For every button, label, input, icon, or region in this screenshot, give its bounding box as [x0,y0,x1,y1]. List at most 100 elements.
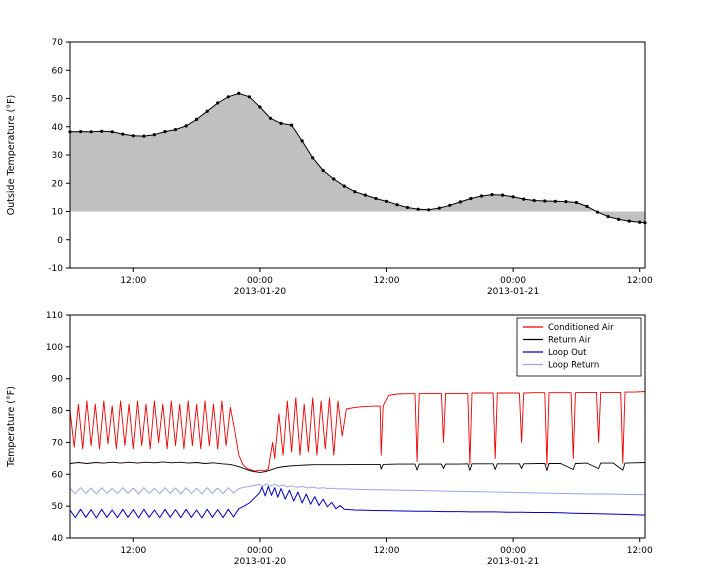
data-point-marker [152,133,156,137]
y-tick-label: 50 [52,502,64,512]
legend-label-loop-out: Loop Out [548,348,587,358]
y-tick-label: 70 [52,38,64,48]
data-point-marker [184,124,188,128]
data-point-marker [300,139,304,143]
data-point-marker [427,208,431,212]
y-tick-label: -10 [48,264,63,274]
x-tick-label: 12:00 [374,546,400,556]
data-point-marker [585,204,589,208]
series-conditioned-air [69,391,646,472]
data-point-marker [142,134,146,138]
series-loop-out [69,485,646,519]
x-tick-label: 00:00 [500,276,526,286]
x-tick-label: 12:00 [120,546,146,556]
data-point-marker [311,156,315,160]
data-point-marker [384,199,389,203]
data-point-marker [121,132,125,136]
data-point-marker [374,196,378,201]
outside-temperature-area-fill [70,93,645,223]
y-tick-label: 20 [52,179,64,189]
data-point-marker [564,200,568,204]
data-point-marker [226,95,230,99]
y-tick-label: 50 [52,95,64,105]
data-point-marker [163,130,167,134]
y-tick-label: 70 [52,438,64,448]
data-point-marker [173,128,178,132]
x-date-label: 2013-01-20 [234,287,287,297]
data-point-marker [437,206,441,210]
data-point-marker [395,203,399,207]
data-point-marker [205,109,209,113]
data-point-marker [247,95,251,99]
data-point-marker [131,134,135,138]
data-point-marker [416,207,420,211]
data-point-marker [490,193,494,197]
data-point-marker [321,168,325,173]
data-point-marker [258,105,262,109]
data-point-marker [574,200,579,205]
data-point-marker [522,197,526,201]
y-tick-label: 60 [52,66,64,76]
x-tick-label: 12:00 [120,276,146,286]
data-point-marker [79,130,83,134]
plot-frame [69,314,646,539]
series-return-air [69,461,646,473]
legend: Conditioned Air Return Air Loop Out Loop Re… [516,317,642,377]
y-tick-label: 0 [57,236,63,246]
data-point-marker [511,195,515,199]
plot-frame [69,41,646,269]
data-point-marker [237,91,241,95]
x-tick-label: 12:00 [627,546,653,556]
legend-label-loop-return: Loop Return [548,361,599,371]
y-tick-label: 110 [46,311,63,321]
data-point-marker [595,210,600,214]
data-point-marker [458,200,462,204]
data-point-marker [543,199,547,203]
data-point-marker [110,130,114,134]
x-tick-label: 00:00 [247,276,273,286]
data-point-marker [617,217,621,221]
data-point-marker [216,101,220,105]
legend-label-conditioned-air: Conditioned Air [548,323,614,333]
data-point-marker [353,190,357,194]
data-point-marker [479,194,484,198]
data-point-marker [532,198,536,203]
y-tick-label: 80 [52,407,64,417]
y-tick-label: 40 [52,123,64,133]
x-date-label: 2013-01-21 [487,287,539,297]
data-point-marker [195,117,199,121]
data-point-marker [279,121,283,125]
data-point-marker [553,199,557,203]
y-axis-label: Temperature (°F) [6,386,17,468]
data-point-marker [448,203,452,207]
data-point-marker [342,184,346,188]
data-point-marker [606,215,610,219]
data-point-marker [363,193,367,197]
y-tick-label: 90 [52,375,64,385]
legend-label-return-air: Return Air [548,336,591,346]
data-point-marker [627,219,631,223]
x-tick-label: 00:00 [247,546,273,556]
x-tick-label: 00:00 [500,546,526,556]
legend-box [516,317,642,377]
data-point-marker [290,123,294,127]
data-point-marker [268,116,273,120]
data-point-marker [332,177,336,181]
y-axis-label: Outside Temperature (°F) [6,95,17,216]
y-tick-label: 60 [52,470,64,480]
data-point-marker [501,193,505,197]
series-outside-temperature [69,92,646,224]
y-tick-label: 40 [52,534,64,544]
x-date-label: 2013-01-21 [487,557,539,567]
y-tick-label: 10 [52,208,64,218]
data-point-marker [100,129,104,133]
y-tick-label: 100 [46,343,63,353]
x-tick-label: 12:00 [627,276,653,286]
x-date-label: 2013-01-20 [234,557,287,567]
data-point-marker [406,205,410,210]
x-tick-label: 12:00 [374,276,400,286]
